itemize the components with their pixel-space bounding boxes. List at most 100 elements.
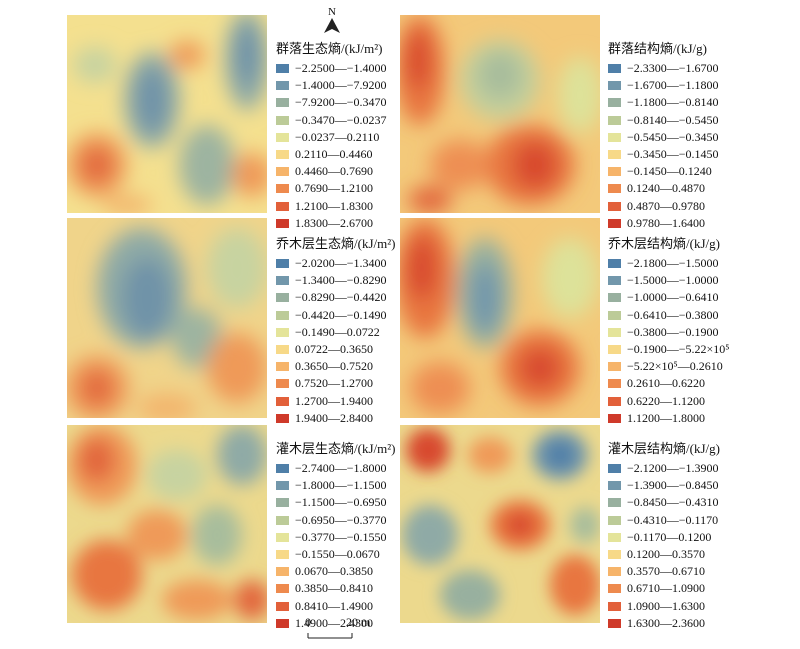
legend-item: −0.3770—−0.1550 (276, 529, 395, 546)
legend-label: −0.6950—−0.3770 (295, 512, 387, 527)
legend-item: −0.4310—−0.1170 (608, 512, 720, 529)
legend-item: −0.8140—−0.5450 (608, 112, 719, 129)
legend-label: −0.1490—0.0722 (295, 324, 380, 339)
legend-swatch (608, 345, 621, 355)
legend-title: 群落生态熵/(kJ/m²) (276, 41, 383, 56)
legend-label: 0.3570—0.6710 (627, 564, 705, 579)
legend-swatch (276, 150, 289, 160)
legend-swatch (608, 167, 621, 177)
legend-item: −0.3470—−0.0237 (276, 112, 387, 129)
legend-item: −1.3400—−0.8290 (276, 272, 395, 289)
legend-swatch (608, 81, 621, 91)
legend-swatch (276, 293, 289, 303)
legend-swatch (276, 567, 289, 577)
legend-swatch (608, 132, 621, 142)
legend-title: 灌木层生态熵/(kJ/m²) (276, 441, 396, 456)
legend-swatch (276, 132, 289, 142)
legend-swatch (276, 276, 289, 286)
legend-label: −2.1800—−1.5000 (627, 256, 719, 271)
legend-item: −0.1550—0.0670 (276, 546, 395, 563)
legend-label: −2.7400—−1.8000 (295, 461, 387, 476)
legend-swatch (608, 567, 621, 577)
legend-item: −1.1800—−0.8140 (608, 94, 719, 111)
legend-label: 1.4900—2.4300 (295, 615, 373, 630)
legend-swatch (276, 515, 289, 525)
legend-item: 0.0722—0.3650 (276, 341, 395, 358)
legend-swatch (608, 327, 621, 337)
legend-item: 1.2700—1.9400 (276, 393, 395, 410)
legend-item: 1.6300—2.3600 (608, 615, 720, 632)
legend-item: 1.4900—2.4300 (276, 615, 395, 632)
legend-swatch (608, 98, 621, 108)
legend-label: −0.8290—−0.4420 (295, 290, 387, 305)
legend-label: −7.9200—−0.3470 (295, 95, 387, 110)
legend-swatch (608, 584, 621, 594)
legend-item: 0.3850—0.8410 (276, 580, 395, 597)
legend-label: −0.8450—−0.4310 (627, 495, 719, 510)
legend-swatch (276, 115, 289, 125)
legend-swatch (276, 584, 289, 594)
legend-swatch (608, 379, 621, 389)
legend-swatch (276, 550, 289, 560)
legend-label: 0.7520—1.2700 (295, 376, 373, 391)
legend-title: 乔木层生态熵/(kJ/m²) (276, 236, 396, 251)
legend-item: −0.1490—0.0722 (276, 324, 395, 341)
legend-swatch (608, 498, 621, 508)
legend-swatch (276, 396, 289, 406)
north-label: N (328, 6, 336, 18)
legend-swatch (276, 327, 289, 337)
legend-item: −0.1900—−5.22×10⁵ (608, 341, 730, 358)
legend-label: −0.1450—0.1240 (627, 164, 712, 179)
legend-label: 0.4870—0.9780 (627, 198, 705, 213)
legend-label: 0.6710—1.0900 (627, 581, 705, 596)
legend-item: 0.7520—1.2700 (276, 375, 395, 392)
legend-shrub-eco: 灌木层生态熵/(kJ/m²) −2.7400—−1.8000 −1.8000—−1… (276, 440, 395, 632)
legend-swatch (276, 532, 289, 542)
legend-item: −0.6410—−0.3800 (608, 307, 730, 324)
legend-item: −1.1500—−0.6950 (276, 494, 395, 511)
legend-item: 0.0670—0.3850 (276, 563, 395, 580)
legend-swatch (276, 413, 289, 423)
legend-swatch (276, 379, 289, 389)
legend-item: 0.2610—0.6220 (608, 375, 730, 392)
legend-label: −0.4420—−0.1490 (295, 307, 387, 322)
legend-label: −0.1550—0.0670 (295, 547, 380, 562)
legend-swatch (276, 601, 289, 611)
legend-item: −0.3450—−0.1450 (608, 146, 719, 163)
legend-swatch (608, 310, 621, 320)
legend-swatch (608, 481, 621, 491)
legend-item: 1.8300—2.6700 (276, 215, 387, 232)
legend-title: 群落结构熵/(kJ/g) (608, 41, 707, 56)
legend-label: 1.2700—1.9400 (295, 393, 373, 408)
legend-item: 1.1200—1.8000 (608, 410, 730, 427)
legend-item: −2.3300—−1.6700 (608, 60, 719, 77)
legend-swatch (276, 167, 289, 177)
legend-swatch (608, 601, 621, 611)
legend-item: 0.1200—0.3570 (608, 546, 720, 563)
legend-label: 0.0722—0.3650 (295, 342, 373, 357)
legend-swatch (608, 362, 621, 372)
map-community-struct (400, 15, 600, 213)
legend-label: −2.2500—−1.4000 (295, 61, 387, 76)
legend-item: 0.4460—0.7690 (276, 163, 387, 180)
legend-swatch (608, 276, 621, 286)
scale-distance-label: 20 m (346, 615, 371, 629)
legend-swatch (276, 498, 289, 508)
legend-swatch (608, 293, 621, 303)
legend-label: −0.3470—−0.0237 (295, 112, 387, 127)
legend-swatch (608, 550, 621, 560)
legend-swatch (608, 218, 621, 228)
map-shrub-eco (67, 425, 267, 623)
north-arrow-icon (324, 18, 340, 33)
legend-swatch (608, 184, 621, 194)
legend-swatch (276, 310, 289, 320)
legend-label: −1.1800—−0.8140 (627, 95, 719, 110)
legend-item: −7.9200—−0.3470 (276, 94, 387, 111)
legend-community-eco: 群落生态熵/(kJ/m²) −2.2500—−1.4000 −1.4000—−7.… (276, 40, 387, 232)
legend-swatch (608, 201, 621, 211)
legend-item: 0.8410—1.4900 (276, 598, 395, 615)
legend-label: 1.2100—1.8300 (295, 198, 373, 213)
legend-item: −2.1200—−1.3900 (608, 460, 720, 477)
legend-item: −0.3800—−0.1900 (608, 324, 730, 341)
legend-label: −1.3400—−0.8290 (295, 273, 387, 288)
